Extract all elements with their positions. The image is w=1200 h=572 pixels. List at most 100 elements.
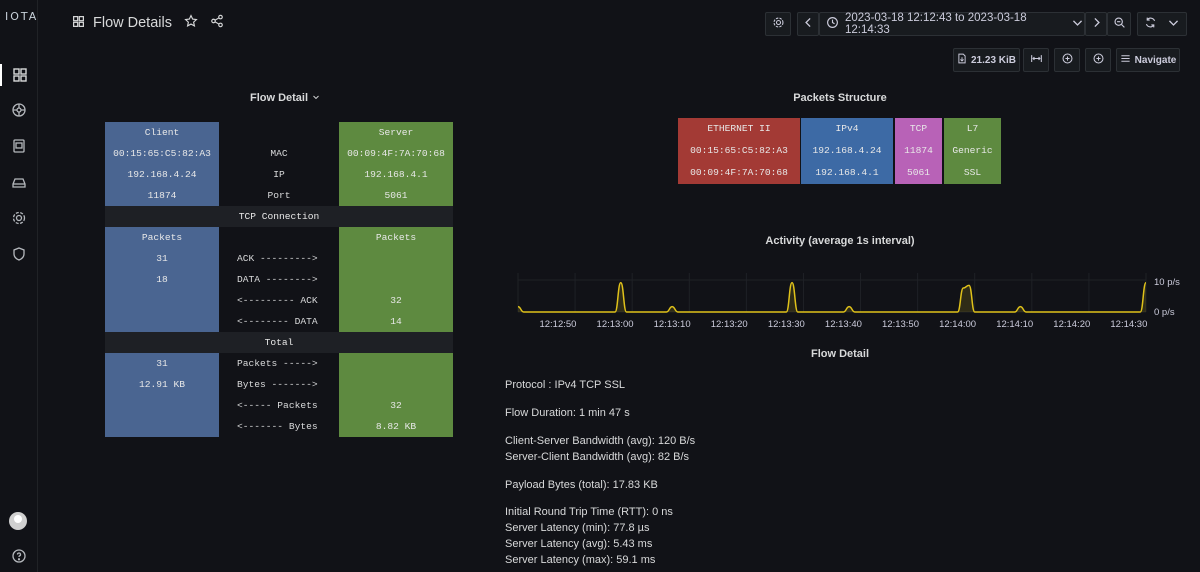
dashboard-settings-button[interactable] [765,12,791,36]
clock-icon [826,16,839,32]
server-cell: 32 [339,290,453,311]
y-tick-label: 10 p/s [1154,277,1180,288]
x-tick-label: 12:13:10 [654,319,691,330]
menu-icon [1120,53,1131,67]
plus-circle-icon [1062,53,1073,67]
server-cell [339,248,453,269]
settings-icon[interactable] [0,207,38,229]
flow-summary-line: Server-Client Bandwidth (avg): 82 B/s [505,451,690,463]
file-icon [957,53,967,67]
dashboards-icon[interactable] [0,64,38,86]
flow-summary-line: Client-Server Bandwidth (avg): 120 B/s [505,435,696,447]
flow-detail-panel-title[interactable]: Flow Detail [230,92,340,104]
add-button[interactable] [1085,48,1111,72]
packets-structure-title: Packets Structure [793,92,887,104]
client-cell: 18 [105,269,219,290]
shield-icon[interactable] [0,243,38,265]
time-range-picker[interactable]: 2023-03-18 12:12:43 to 2023-03-18 12:14:… [819,12,1085,36]
star-icon[interactable] [184,14,198,31]
field-label: ACK ---------> [237,253,318,264]
server-cell: 192.168.4.1 [339,164,453,185]
time-back-button[interactable] [797,12,819,36]
x-tick-label: 12:13:20 [711,319,748,330]
share-icon[interactable] [210,14,224,31]
series-line [517,281,1147,313]
flow-summary-title: Flow Detail [810,348,870,360]
server-cell [339,374,453,395]
field-label: <----- Packets [237,400,318,411]
packet-layer-row1: 192.168.4.24 [801,140,893,162]
client-cell: 12.91 KB [105,374,219,395]
x-tick-label: 12:13:00 [597,319,634,330]
packet-layer-row2: SSL [944,162,1001,184]
client-cell [105,395,219,416]
field-label: MAC [270,148,288,159]
dashboard-grid-icon [72,15,85,31]
page-title[interactable]: Flow Details [93,14,172,31]
packet-layer-row2: 5061 [895,162,942,184]
flow-summary-line: Protocol : IPv4 TCP SSL [505,379,626,391]
flow-summary-line: Server Latency (avg): 5.43 ms [505,538,653,550]
y-tick-label: 0 p/s [1154,307,1175,318]
user-avatar[interactable] [9,512,27,530]
x-tick-label: 12:14:10 [996,319,1033,330]
client-cell [105,290,219,311]
field-label: <------- Bytes [237,421,318,432]
packet-layer-row2: 00:09:4F:7A:70:68 [678,162,800,184]
breadcrumb: Flow Details [72,14,224,31]
zoom-out-icon [1113,16,1126,32]
chevron-down-icon [1071,16,1084,32]
flow-detail-title-text: Flow Detail [249,92,309,104]
fit-width-button[interactable] [1023,48,1049,72]
packet-layer-row1: 11874 [895,140,942,162]
top-bar: Flow Details 2023-03-18 12:12:43 to 2023… [38,0,1200,46]
field-label: Port [267,190,291,201]
client-cell [105,311,219,332]
flow-summary-line: Server Latency (max): 59.1 ms [505,554,656,566]
download-pcap-button[interactable]: 21.23 KiB [953,48,1020,72]
field-label: <--------- ACK [237,295,318,306]
activity-chart-title: Activity (average 1s interval) [765,235,915,247]
section-header-total: Total [105,332,453,353]
flow-summary-line: Payload Bytes (total): 17.83 KB [505,479,658,491]
flow-summary-line: Flow Duration: 1 min 47 s [505,407,630,419]
chevron-right-icon [1090,16,1103,32]
navigate-label: Navigate [1134,54,1177,66]
spacer-cell [219,227,339,248]
activity-chart: 10 p/s 0 p/s 12:12:50 12:13:00 12:13:10 12:13… [517,273,1180,330]
refresh-button[interactable] [1137,12,1187,36]
client-cell [105,416,219,437]
client-cell: 31 [105,353,219,374]
x-tick-label: 12:13:40 [825,319,862,330]
chevron-down-icon [312,92,320,104]
client-cell: 31 [105,248,219,269]
field-label: Bytes -------> [237,379,318,390]
file-size-label: 21.23 KiB [970,54,1017,66]
gear-icon [772,16,785,32]
time-forward-button[interactable] [1085,12,1107,36]
storage-icon[interactable] [0,172,38,194]
zoom-in-button[interactable] [1054,48,1080,72]
help-icon[interactable] [0,545,38,567]
series-area [518,282,1146,312]
zoom-out-button[interactable] [1107,12,1131,36]
x-tick-label: 12:12:50 [539,319,576,330]
flow-summary-line: Server Latency (min): 77.8 µs [505,522,650,534]
x-tick-label: 12:14:30 [1110,319,1147,330]
client-cell: 11874 [105,185,219,206]
plus-circle-icon [1093,53,1104,67]
explore-icon[interactable] [0,99,38,121]
server-header: Packets [339,227,453,248]
packet-layer-header: ETHERNET II [678,118,800,140]
server-cell: 14 [339,311,453,332]
navigate-button[interactable]: Navigate [1116,48,1180,72]
chevron-left-icon [802,16,815,32]
x-tick-label: 12:14:20 [1053,319,1090,330]
time-range-label: 2023-03-18 12:12:43 to 2023-03-18 12:14:… [845,12,1027,36]
client-header: Packets [105,227,219,248]
section-header-tcp: TCP Connection [105,206,453,227]
field-label: IP [273,169,285,180]
client-header: Client [105,122,219,143]
device-icon[interactable] [0,135,38,157]
server-cell: 32 [339,395,453,416]
